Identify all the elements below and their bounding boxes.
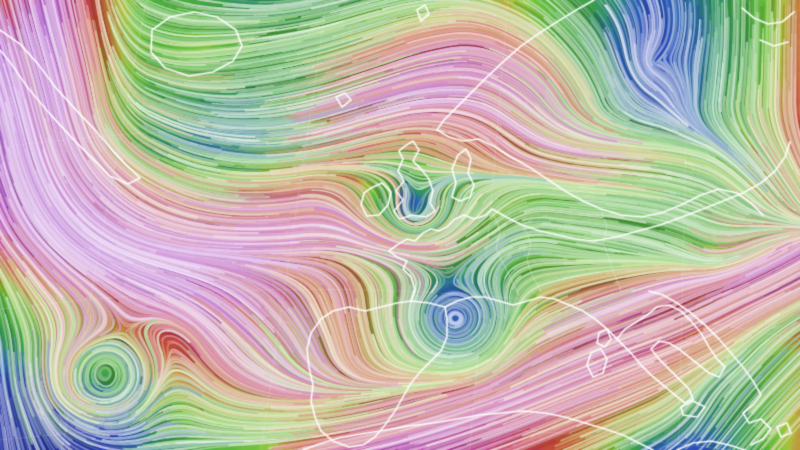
wind-flow-canvas[interactable] <box>0 0 800 450</box>
weather-map[interactable] <box>0 0 800 450</box>
